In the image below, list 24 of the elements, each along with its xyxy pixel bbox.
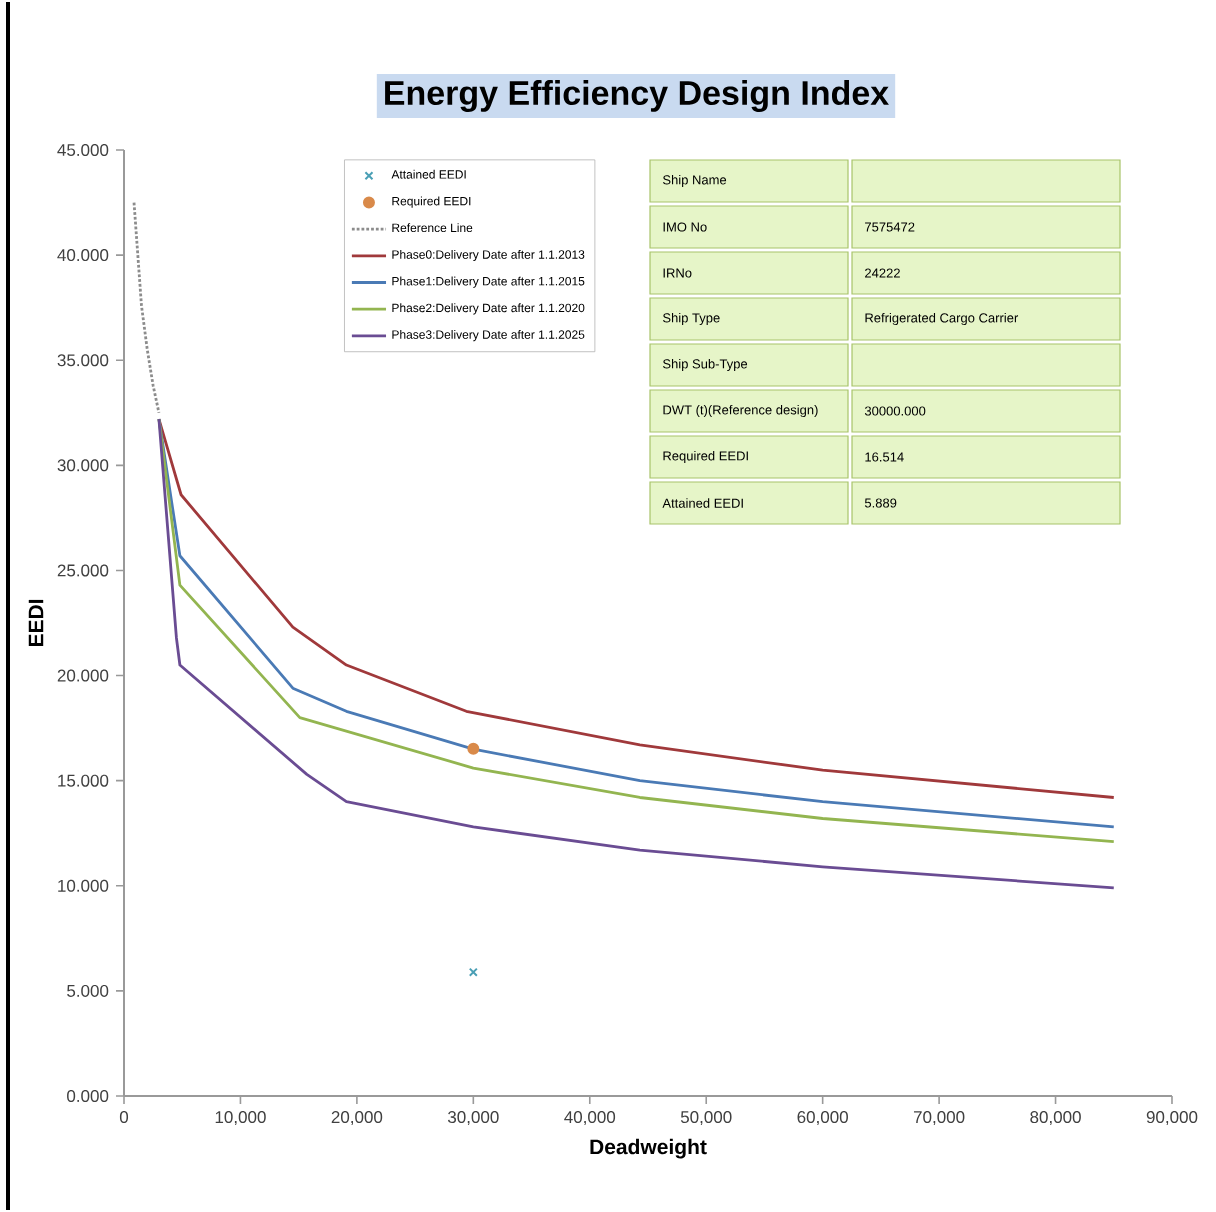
y-tick-label: 45.000 [57, 144, 109, 157]
y-tick-label: 10.000 [58, 879, 109, 892]
y-tick-label: 20.000 [57, 669, 109, 682]
x-tick-label: 50,000 [680, 1111, 732, 1126]
x-tick-label: 30,000 [447, 1111, 499, 1126]
x-tick-label: 40,000 [564, 1111, 616, 1126]
y-axis-title: EEDI [28, 599, 44, 647]
x-tick-label: 90,000 [1146, 1111, 1198, 1126]
x-tick-label: 80,000 [1030, 1111, 1081, 1126]
y-tick-label: 35.000 [57, 354, 109, 367]
y-tick-label: 15.000 [58, 774, 109, 787]
y-tick-label: 0.000 [67, 1090, 109, 1103]
y-tick-label: 30.000 [57, 459, 109, 472]
y-tick-label: 5.000 [67, 984, 109, 997]
y-tick-label: 40.000 [57, 249, 109, 262]
x-tick-label: 0 [119, 1111, 129, 1124]
x-tick-label: 10,000 [215, 1111, 266, 1126]
x-axis-title: Deadweight [590, 1138, 707, 1159]
x-tick-label: 70,000 [913, 1111, 965, 1126]
chart-title: Energy Efficiency Design Index [385, 80, 889, 112]
x-tick-label: 20,000 [331, 1111, 383, 1126]
y-tick-label: 25.000 [57, 564, 109, 577]
x-tick-label: 60,000 [797, 1111, 848, 1126]
line-series [132, 201, 161, 415]
